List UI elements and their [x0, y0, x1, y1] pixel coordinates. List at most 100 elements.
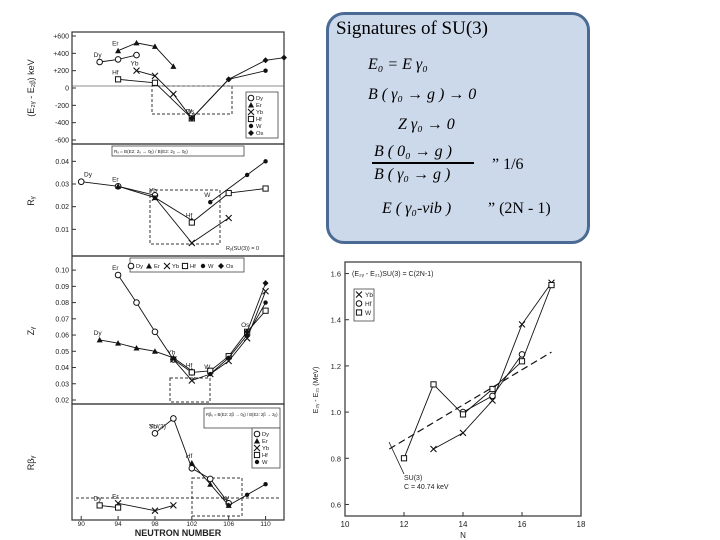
- highlight-box-4: [191, 477, 243, 517]
- data-point: [151, 507, 159, 515]
- data-point: [151, 72, 159, 80]
- data-point: [114, 56, 122, 63]
- ytick-label: -600: [55, 138, 69, 145]
- data-point: [262, 280, 269, 287]
- ytick-label: 0.02: [55, 398, 69, 405]
- legend-entry: W: [262, 460, 268, 466]
- ytick-label: 0.04: [55, 159, 69, 166]
- series-label: W: [204, 364, 211, 371]
- xtick-label: 98: [151, 521, 159, 528]
- annotation-pointer: [388, 441, 405, 475]
- right-ytick-label: 0.8: [331, 454, 341, 463]
- series-line: [117, 42, 174, 67]
- legend-entry: Hf: [262, 453, 268, 459]
- series-label: W: [186, 108, 193, 115]
- data-point: [263, 159, 268, 164]
- legend-entry: Hf: [256, 117, 262, 123]
- series-label: Er: [112, 176, 119, 183]
- legend-entry: Er: [262, 439, 268, 445]
- right-legend-entry: Yb: [365, 292, 373, 299]
- highlight-box-2: [149, 189, 221, 245]
- data-point: [281, 54, 287, 61]
- subpanel-frame-3: [71, 255, 285, 405]
- series-label: Er: [112, 41, 119, 48]
- subpanel-ylabel: (E₂ᵧ - E₂ᵦ) keV: [26, 59, 36, 116]
- series-label: W: [223, 495, 230, 502]
- legend-marker: [127, 262, 135, 270]
- right-xtick-label: 14: [459, 520, 468, 529]
- data-point: [115, 340, 122, 346]
- subpanel-formula: Rβᵧ = B(E2: 2β → 0ᵦ) / B(E2: 2β → 2ᵦ): [206, 412, 278, 417]
- ytick-label: 0.09: [55, 284, 69, 291]
- series-label: Dy: [94, 52, 103, 59]
- legend-marker: [200, 263, 206, 269]
- data-point: [114, 504, 122, 511]
- data-point: [244, 172, 250, 178]
- series-line: [136, 70, 193, 119]
- data-point: [244, 332, 250, 338]
- series-line: [191, 57, 285, 119]
- series-label: Er: [112, 265, 119, 272]
- legend-marker: [253, 451, 261, 459]
- data-point: [77, 178, 85, 186]
- legend-marker: [247, 94, 255, 102]
- right-chart-title: (E₂ᵧ - E₂₁)SU(3) = C(2N-1): [352, 271, 433, 278]
- data-point: [207, 481, 214, 487]
- series-label: Os: [241, 322, 250, 329]
- xtick-label: 102: [186, 521, 197, 528]
- right-legend-entry: Hf: [365, 301, 372, 308]
- data-point: [262, 307, 269, 314]
- data-point: [206, 475, 214, 483]
- data-point: [133, 39, 140, 46]
- ytick-label: 0.03: [55, 182, 69, 189]
- series-label: Yb: [131, 61, 139, 68]
- fraction-bar: [372, 162, 474, 164]
- data-point: [226, 355, 231, 360]
- right-data-point: [548, 281, 555, 289]
- right-x-axis-label: N: [460, 531, 466, 540]
- ytick-label: -400: [55, 120, 69, 127]
- legend-marker: [253, 444, 261, 452]
- data-point: [225, 214, 233, 222]
- series-line: [118, 502, 174, 512]
- ytick-label: 0: [65, 86, 69, 93]
- subpanel-frame-4: [71, 403, 285, 521]
- data-point: [170, 502, 177, 509]
- legend-entry: W: [256, 124, 262, 130]
- data-point: [244, 492, 250, 497]
- ytick-label: 0.02: [55, 204, 69, 211]
- ytick-label: +200: [53, 68, 69, 75]
- su3-annotation: C = 40.74 keV: [404, 484, 449, 491]
- data-point: [151, 430, 159, 437]
- data-point: [208, 371, 213, 377]
- data-point: [170, 63, 177, 69]
- series-line: [246, 282, 267, 332]
- legend-entry: Er: [154, 264, 160, 270]
- series-label: Yb: [149, 188, 157, 195]
- right-xtick-label: 12: [400, 520, 409, 529]
- data-point: [188, 460, 195, 466]
- data-point: [188, 219, 195, 226]
- data-point: [262, 57, 269, 64]
- series-label: W: [204, 192, 211, 199]
- data-point: [263, 300, 268, 305]
- data-point: [188, 115, 195, 122]
- su3-annotation: SU(3): [404, 475, 422, 482]
- legend-entry: W: [208, 264, 214, 270]
- data-point: [263, 68, 268, 73]
- ytick-label: 0.08: [55, 300, 69, 307]
- data-point: [170, 356, 177, 363]
- legend-marker: [247, 108, 255, 116]
- right-data-point: [459, 429, 467, 437]
- ytick-label: 0.07: [55, 316, 69, 323]
- legend-marker: [248, 102, 254, 108]
- subpanel-ylabel: Rᵧ: [26, 196, 36, 205]
- ytick-label: 0.10: [55, 268, 69, 275]
- right-y-axis-label: E₂ᵧ - E₂₁ (MeV): [313, 367, 320, 414]
- right-legend-marker: [355, 291, 363, 298]
- data-point: [244, 328, 251, 335]
- legend-entry: Yb: [172, 264, 179, 270]
- right-data-point: [459, 411, 467, 418]
- legend-entry: Dy: [262, 432, 269, 438]
